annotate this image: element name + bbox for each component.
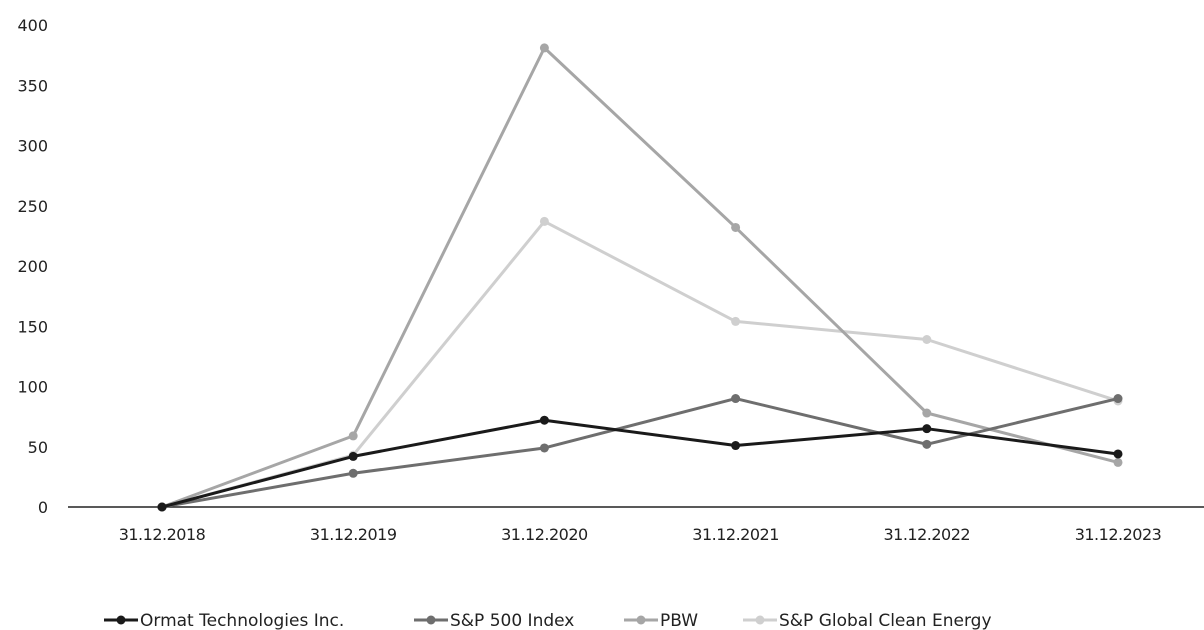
data-point <box>539 216 549 226</box>
y-tick-label: 300 <box>17 137 48 156</box>
legend-swatch-marker <box>426 615 436 625</box>
series-layer <box>157 43 1123 512</box>
x-tick-label: 31.12.2019 <box>310 525 397 544</box>
series-0 <box>157 415 1123 512</box>
x-axis-ticks: 31.12.2018 31.12.2019 31.12.2020 31.12.2021… <box>119 525 1162 544</box>
data-point <box>539 415 549 425</box>
y-tick-label: 150 <box>17 317 48 336</box>
data-point <box>1113 449 1123 459</box>
y-tick-label: 50 <box>28 438 48 457</box>
data-point <box>922 408 932 418</box>
series-3 <box>157 216 1123 512</box>
series-line <box>160 219 1120 509</box>
series-line <box>160 397 1120 509</box>
legend-item: S&P 500 Index <box>414 611 574 630</box>
series-line <box>160 46 1120 509</box>
x-tick-label: 31.12.2022 <box>883 525 970 544</box>
legend-item: S&P Global Clean Energy <box>743 611 992 630</box>
y-tick-label: 0 <box>38 498 48 517</box>
x-tick-label: 31.12.2020 <box>501 525 588 544</box>
data-point <box>731 394 741 404</box>
data-point <box>348 431 358 441</box>
legend-item: Ormat Technologies Inc. <box>104 611 344 630</box>
y-tick-label: 250 <box>17 197 48 216</box>
legend-label: S&P 500 Index <box>450 611 574 630</box>
series-1 <box>157 394 1123 512</box>
data-point <box>539 43 549 53</box>
series-2 <box>157 43 1123 512</box>
legend-label: S&P Global Clean Energy <box>779 611 992 630</box>
data-point <box>731 441 741 451</box>
x-tick-label: 31.12.2023 <box>1075 525 1162 544</box>
y-axis-ticks: 0 50 100 150 200 250 300 350 400 <box>17 16 48 517</box>
data-point <box>731 222 741 232</box>
y-tick-label: 100 <box>17 378 48 397</box>
data-point <box>348 451 358 461</box>
legend-swatch-marker <box>755 615 765 625</box>
legend-swatch-marker <box>116 615 126 625</box>
data-point <box>1113 457 1123 467</box>
data-point <box>731 316 741 326</box>
legend-label: Ormat Technologies Inc. <box>140 611 344 630</box>
legend-item: PBW <box>624 611 698 630</box>
data-point <box>922 335 932 345</box>
x-tick-label: 31.12.2018 <box>119 525 206 544</box>
x-tick-label: 31.12.2021 <box>692 525 779 544</box>
y-tick-label: 400 <box>17 16 48 35</box>
legend: Ormat Technologies Inc. S&P 500 Index PBW S… <box>104 611 992 630</box>
data-point <box>539 443 549 453</box>
data-point <box>157 502 167 512</box>
series-line <box>160 418 1120 509</box>
legend-swatch-marker <box>636 615 646 625</box>
data-point <box>1113 394 1123 404</box>
y-tick-label: 200 <box>17 257 48 276</box>
legend-label: PBW <box>660 611 698 630</box>
data-point <box>922 439 932 449</box>
data-point <box>348 468 358 478</box>
y-tick-label: 350 <box>17 76 48 95</box>
data-point <box>922 424 932 434</box>
